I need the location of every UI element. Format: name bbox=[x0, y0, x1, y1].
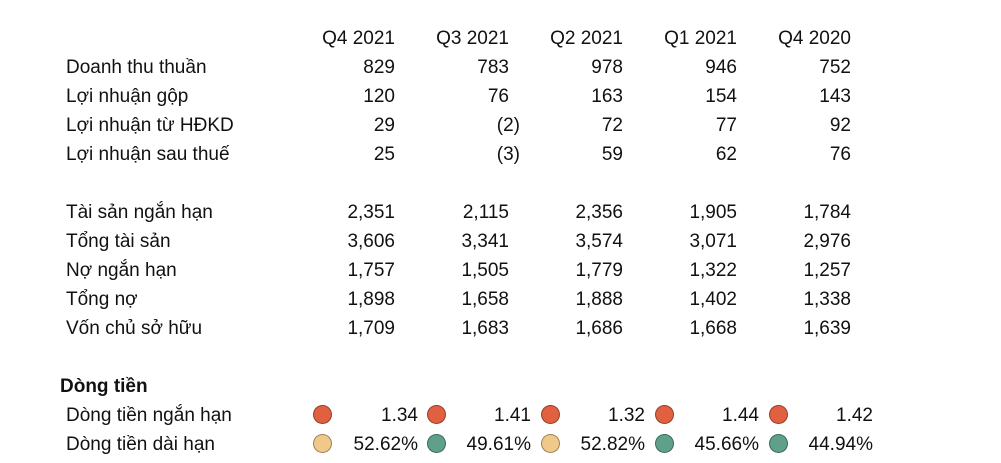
cell-value: 1.44 bbox=[722, 405, 759, 426]
table-row: Lợi nhuận sau thuế 25 (3) 59 62 76 bbox=[0, 140, 1001, 169]
table-row: Dòng tiền dài hạn 52.62% 49.61% 52.82% 4… bbox=[0, 430, 1001, 459]
cell-value: 1,905 bbox=[689, 202, 737, 223]
cell-value: 1,888 bbox=[575, 289, 623, 310]
cell-value: 1.42 bbox=[836, 405, 873, 426]
period-header: Q1 2021 bbox=[664, 28, 737, 49]
cell-value: 52.82% bbox=[580, 434, 645, 455]
status-indicator-icon bbox=[541, 434, 560, 453]
row-label: Dòng tiền ngắn hạn bbox=[66, 405, 232, 426]
cell-value: 1,757 bbox=[347, 260, 395, 281]
cell-value: 946 bbox=[705, 57, 737, 78]
cell-value: 52.62% bbox=[353, 434, 418, 455]
table-row: Doanh thu thuần 829 783 978 946 752 bbox=[0, 53, 1001, 82]
period-header: Q3 2021 bbox=[436, 28, 509, 49]
cell-value: 1.34 bbox=[381, 405, 418, 426]
cell-value: 1,898 bbox=[347, 289, 395, 310]
cell-value: 76 bbox=[829, 144, 851, 165]
cell-value: 120 bbox=[363, 86, 395, 107]
cell-value: 1,779 bbox=[575, 260, 623, 281]
row-label: Dòng tiền dài hạn bbox=[66, 434, 215, 455]
cell-value: 76 bbox=[487, 86, 509, 107]
status-indicator-icon bbox=[769, 434, 788, 453]
status-indicator-icon bbox=[313, 405, 332, 424]
row-label: Tổng tài sản bbox=[66, 231, 171, 252]
cell-value: 1,658 bbox=[461, 289, 509, 310]
cell-value: 45.66% bbox=[694, 434, 759, 455]
cell-value: 72 bbox=[601, 115, 623, 136]
cell-value: 143 bbox=[819, 86, 851, 107]
row-label: Tài sản ngắn hạn bbox=[66, 202, 213, 223]
status-indicator-icon bbox=[541, 405, 560, 424]
cell-value: 1.32 bbox=[608, 405, 645, 426]
cell-value: 783 bbox=[477, 57, 509, 78]
cell-value: (2) bbox=[496, 115, 520, 136]
cell-value: 2,976 bbox=[803, 231, 851, 252]
cell-value: 978 bbox=[591, 57, 623, 78]
cell-value: 1,322 bbox=[689, 260, 737, 281]
section-title: Dòng tiền bbox=[60, 376, 148, 397]
cell-value: 829 bbox=[363, 57, 395, 78]
row-label: Nợ ngắn hạn bbox=[66, 260, 177, 281]
cell-value: 62 bbox=[715, 144, 737, 165]
table-row: Dòng tiền ngắn hạn 1.34 1.41 1.32 1.44 1… bbox=[0, 401, 1001, 430]
cell-value: 3,071 bbox=[689, 231, 737, 252]
cell-value: (3) bbox=[496, 144, 520, 165]
table-row: Tổng tài sản 3,606 3,341 3,574 3,071 2,9… bbox=[0, 227, 1001, 256]
row-label: Doanh thu thuần bbox=[66, 57, 207, 78]
row-label: Lợi nhuận sau thuế bbox=[66, 144, 230, 165]
table-row: Tổng nợ 1,898 1,658 1,888 1,402 1,338 bbox=[0, 285, 1001, 314]
row-label: Lợi nhuận từ HĐKD bbox=[66, 115, 234, 136]
cell-value: 2,351 bbox=[347, 202, 395, 223]
cell-value: 3,341 bbox=[461, 231, 509, 252]
cell-value: 752 bbox=[819, 57, 851, 78]
period-header: Q4 2021 bbox=[322, 28, 395, 49]
cell-value: 1.41 bbox=[494, 405, 531, 426]
cell-value: 1,683 bbox=[461, 318, 509, 339]
cell-value: 25 bbox=[373, 144, 395, 165]
cell-value: 1,639 bbox=[803, 318, 851, 339]
cell-value: 2,356 bbox=[575, 202, 623, 223]
cell-value: 1,402 bbox=[689, 289, 737, 310]
status-indicator-icon bbox=[655, 434, 674, 453]
period-header: Q2 2021 bbox=[550, 28, 623, 49]
cell-value: 49.61% bbox=[466, 434, 531, 455]
cell-value: 1,338 bbox=[803, 289, 851, 310]
table-row: Lợi nhuận từ HĐKD 29 (2) 72 77 92 bbox=[0, 111, 1001, 140]
cell-value: 3,574 bbox=[575, 231, 623, 252]
cell-value: 3,606 bbox=[347, 231, 395, 252]
cell-value: 44.94% bbox=[808, 434, 873, 455]
cell-value: 2,115 bbox=[462, 202, 509, 223]
status-indicator-icon bbox=[655, 405, 674, 424]
status-indicator-icon bbox=[313, 434, 332, 453]
table-row: Tài sản ngắn hạn 2,351 2,115 2,356 1,905… bbox=[0, 198, 1001, 227]
header-row: Q4 2021 Q3 2021 Q2 2021 Q1 2021 Q4 2020 bbox=[0, 24, 1001, 53]
table-row: Vốn chủ sở hữu 1,709 1,683 1,686 1,668 1… bbox=[0, 314, 1001, 343]
cell-value: 1,257 bbox=[803, 260, 851, 281]
cell-value: 1,709 bbox=[347, 318, 395, 339]
cell-value: 1,505 bbox=[461, 260, 509, 281]
row-label: Lợi nhuận gộp bbox=[66, 86, 189, 107]
cell-value: 92 bbox=[829, 115, 851, 136]
cell-value: 1,686 bbox=[575, 318, 623, 339]
cell-value: 29 bbox=[373, 115, 395, 136]
table-row: Nợ ngắn hạn 1,757 1,505 1,779 1,322 1,25… bbox=[0, 256, 1001, 285]
cell-value: 77 bbox=[715, 115, 737, 136]
status-indicator-icon bbox=[769, 405, 788, 424]
cell-value: 1,784 bbox=[803, 202, 851, 223]
period-header: Q4 2020 bbox=[778, 28, 851, 49]
cell-value: 1,668 bbox=[689, 318, 737, 339]
table-row: Lợi nhuận gộp 120 76 163 154 143 bbox=[0, 82, 1001, 111]
cell-value: 163 bbox=[591, 86, 623, 107]
cell-value: 154 bbox=[705, 86, 737, 107]
cell-value: 59 bbox=[601, 144, 623, 165]
section-header-row: Dòng tiền bbox=[0, 372, 1001, 401]
row-label: Tổng nợ bbox=[66, 289, 138, 310]
row-label: Vốn chủ sở hữu bbox=[66, 318, 203, 339]
status-indicator-icon bbox=[427, 434, 446, 453]
status-indicator-icon bbox=[427, 405, 446, 424]
